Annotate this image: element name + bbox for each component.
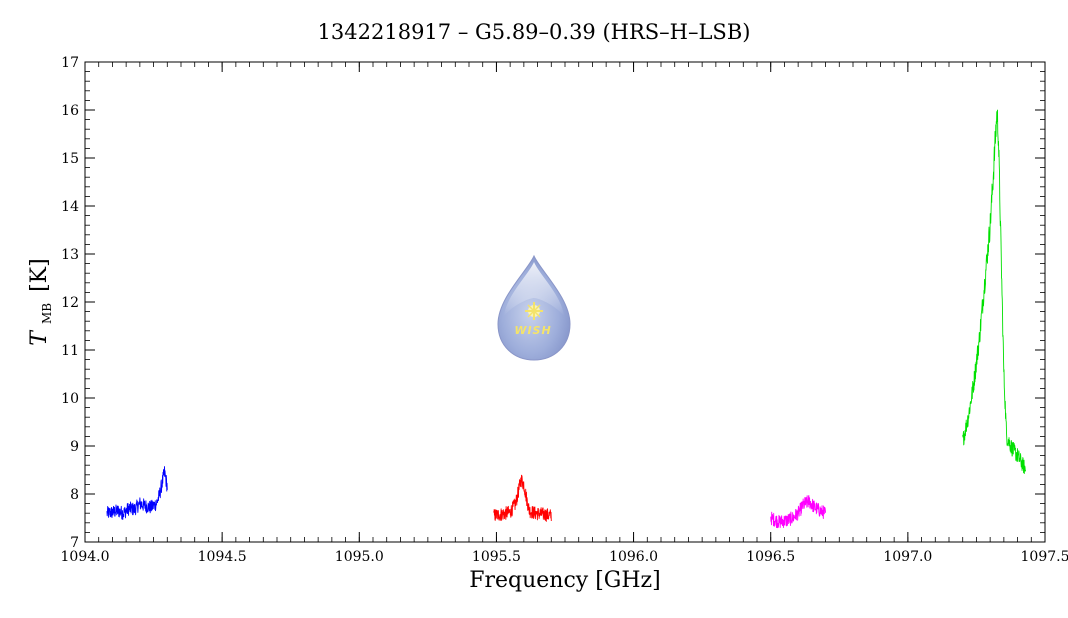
wish-logo: WISH bbox=[497, 254, 571, 361]
y-tick-label: 11 bbox=[61, 343, 79, 359]
x-tick-label: 1097.0 bbox=[883, 549, 932, 565]
chart-title: 1342218917 – G5.89–0.39 (HRS–H–LSB) bbox=[318, 20, 751, 44]
series-line-4 bbox=[962, 109, 1027, 474]
y-tick-label: 15 bbox=[61, 151, 79, 167]
x-tick-label: 1096.0 bbox=[609, 549, 658, 565]
logo-text: WISH bbox=[514, 324, 551, 337]
y-axis-tick-labels: 7 8 9 10 11 12 13 14 15 16 17 bbox=[61, 55, 79, 551]
plot-frame bbox=[84, 61, 1046, 543]
y-tick-label: 16 bbox=[61, 103, 79, 119]
x-tick-label: 1095.0 bbox=[335, 549, 384, 565]
y-tick-label: 12 bbox=[61, 295, 79, 311]
y-tick-label: 14 bbox=[61, 199, 79, 215]
y-axis-label-unit: [K] bbox=[27, 258, 52, 292]
series-line-1 bbox=[106, 466, 168, 521]
y-axis-label-sub: MB bbox=[40, 303, 54, 324]
x-axis-tick-labels: 1094.0 1094.5 1095.0 1095.5 1096.0 1096.5 1097… bbox=[61, 549, 1068, 565]
x-tick-label: 1095.5 bbox=[472, 549, 521, 565]
y-tick-label: 7 bbox=[70, 535, 79, 551]
x-tick-label: 1097.5 bbox=[1021, 549, 1068, 565]
y-tick-label: 9 bbox=[70, 439, 79, 455]
x-axis-ticks bbox=[84, 62, 1046, 542]
y-axis-ticks bbox=[85, 61, 1045, 543]
series-line-3 bbox=[770, 495, 827, 529]
x-tick-label: 1096.5 bbox=[746, 549, 795, 565]
x-tick-label: 1094.5 bbox=[198, 549, 247, 565]
data-series bbox=[106, 109, 1027, 529]
svg-text:T MB [K]: T MB [K] bbox=[27, 258, 57, 345]
x-tick-label: 1094.0 bbox=[61, 549, 110, 565]
y-axis-label-main: T bbox=[27, 329, 52, 346]
star-icon bbox=[525, 302, 543, 320]
y-axis-label: T MB [K] bbox=[27, 258, 57, 345]
drop-highlight bbox=[504, 262, 564, 316]
y-tick-label: 13 bbox=[61, 247, 79, 263]
series-line-2 bbox=[493, 474, 552, 522]
x-axis-label: Frequency [GHz] bbox=[469, 568, 661, 593]
y-tick-label: 8 bbox=[70, 487, 79, 503]
y-tick-label: 10 bbox=[61, 391, 79, 407]
y-tick-label: 17 bbox=[61, 55, 79, 71]
